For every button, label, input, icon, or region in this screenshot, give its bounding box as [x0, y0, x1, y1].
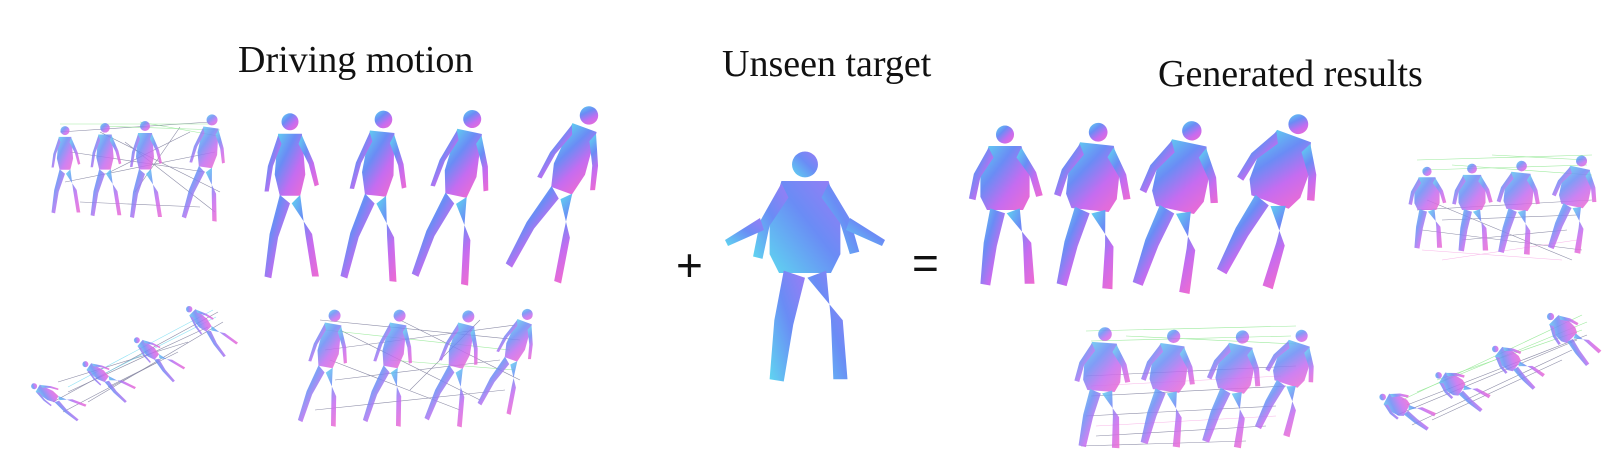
generated-pose-1 [968, 125, 1043, 286]
unseen-target-title: Unseen target [722, 43, 932, 85]
generated-correspondence-top [1408, 151, 1606, 261]
unseen-target-figure [725, 151, 885, 382]
driving-pose-3 [411, 104, 505, 288]
generated-correspondence-walk [1069, 322, 1328, 451]
driving-correspondence-walk [297, 303, 547, 429]
driving-pose-4 [505, 97, 622, 286]
generated-pose-2 [1044, 119, 1139, 292]
equals-operator: = [912, 237, 939, 289]
generated-pose-4 [1204, 101, 1341, 294]
generated-pose-sequence [968, 101, 1341, 298]
plus-operator: + [676, 239, 703, 291]
driving-pose-sequence [264, 97, 622, 288]
generated-pose-3 [1120, 113, 1234, 298]
driving-correspondence-crouch [26, 299, 239, 422]
driving-correspondence-top [51, 112, 232, 223]
generated-correspondence-crouch [1373, 303, 1605, 435]
generated-results-title: Generated results [1158, 53, 1423, 95]
driving-motion-title: Driving motion [238, 39, 474, 81]
driving-pose-1 [264, 113, 319, 279]
driving-pose-2 [340, 107, 415, 284]
